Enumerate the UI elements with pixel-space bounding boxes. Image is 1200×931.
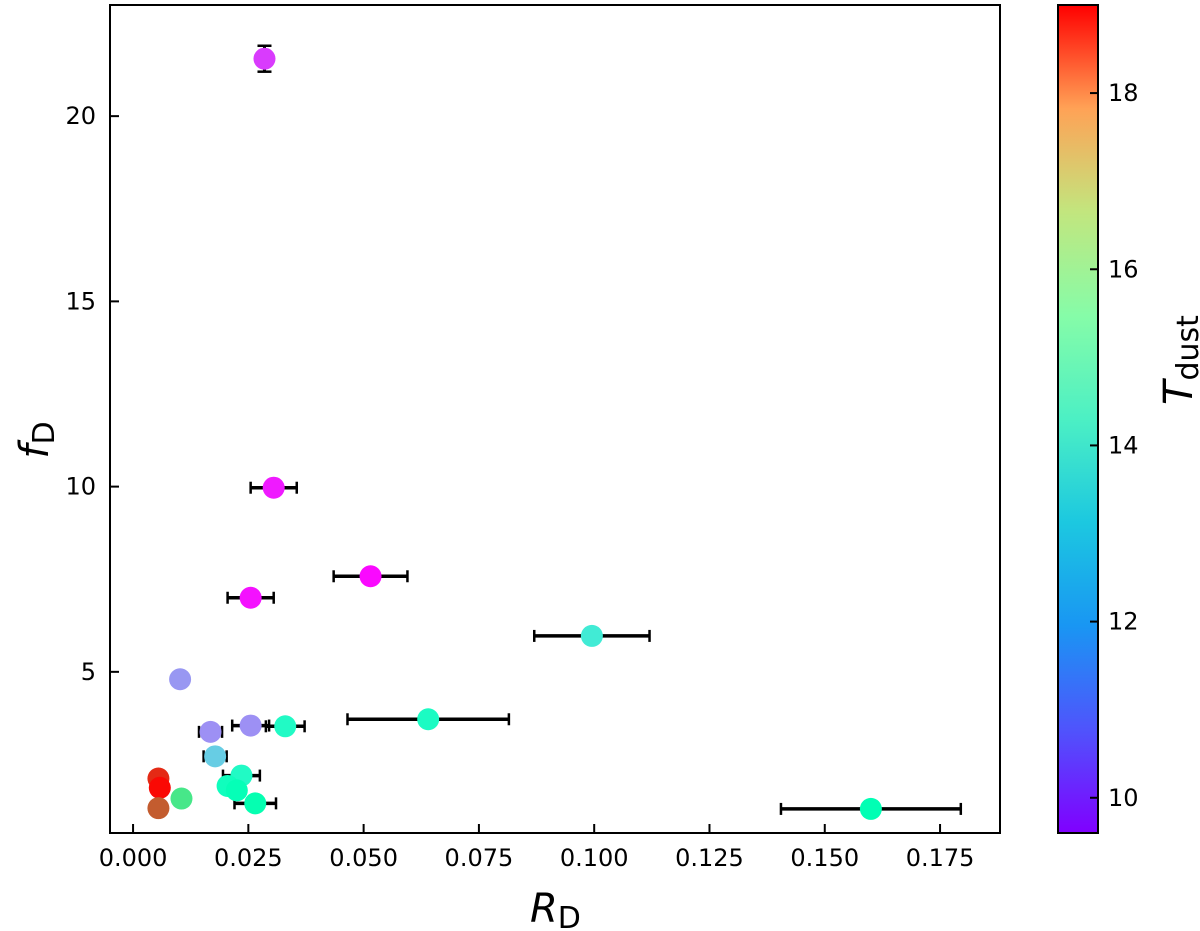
- data-point: [244, 792, 267, 815]
- x-axis-title-sub: D: [558, 901, 581, 931]
- data-point: [417, 708, 440, 731]
- x-tick-label: 0.025: [214, 844, 283, 872]
- data-point: [262, 476, 285, 499]
- data-point: [239, 586, 262, 609]
- data-point: [239, 714, 262, 737]
- y-tick-label: 15: [65, 287, 96, 315]
- x-tick-label: 0.000: [99, 844, 168, 872]
- colorbar-title-sub: dust: [1171, 315, 1200, 381]
- y-tick-label: 20: [65, 102, 96, 130]
- colorbar-ticks: 10 12 14 16 18: [1090, 79, 1139, 812]
- x-axis-ticks: 0.000 0.025 0.050 0.075 0.100 0.125 0.150 0.175: [99, 824, 975, 872]
- data-point: [359, 565, 382, 588]
- y-tick-label: 10: [65, 473, 96, 501]
- y-axis-title: fD: [12, 421, 62, 458]
- data-points: [147, 47, 882, 820]
- data-point: [225, 779, 248, 802]
- x-tick-label: 0.075: [445, 844, 514, 872]
- y-axis-title-sub: D: [27, 421, 62, 444]
- y-tick-label: 5: [81, 658, 96, 686]
- data-point: [148, 776, 171, 799]
- colorbar-tick-label: 16: [1108, 255, 1139, 283]
- data-point: [204, 745, 227, 768]
- data-point: [253, 47, 276, 70]
- x-tick-label: 0.150: [790, 844, 859, 872]
- x-tick-label: 0.050: [329, 844, 398, 872]
- data-point: [859, 797, 882, 820]
- data-point: [274, 715, 297, 738]
- data-point: [580, 624, 603, 647]
- colorbar-tick-label: 14: [1108, 431, 1139, 459]
- y-axis-ticks: 5 10 15 20: [65, 102, 119, 686]
- error-bars: [197, 44, 963, 815]
- x-axis-title: RD: [530, 886, 581, 931]
- x-tick-label: 0.100: [560, 844, 629, 872]
- data-point: [169, 668, 192, 691]
- x-tick-label: 0.175: [906, 844, 975, 872]
- data-point: [199, 720, 222, 743]
- colorbar-title: Tdust: [1156, 315, 1200, 405]
- colorbar-tick-label: 10: [1108, 784, 1139, 812]
- data-point: [170, 787, 193, 810]
- x-tick-label: 0.125: [675, 844, 744, 872]
- plot-frame: [109, 4, 1001, 834]
- colorbar-tick-label: 12: [1108, 608, 1139, 636]
- colorbar-tick-label: 18: [1108, 79, 1139, 107]
- colorbar: [1057, 4, 1099, 834]
- data-point: [147, 797, 170, 820]
